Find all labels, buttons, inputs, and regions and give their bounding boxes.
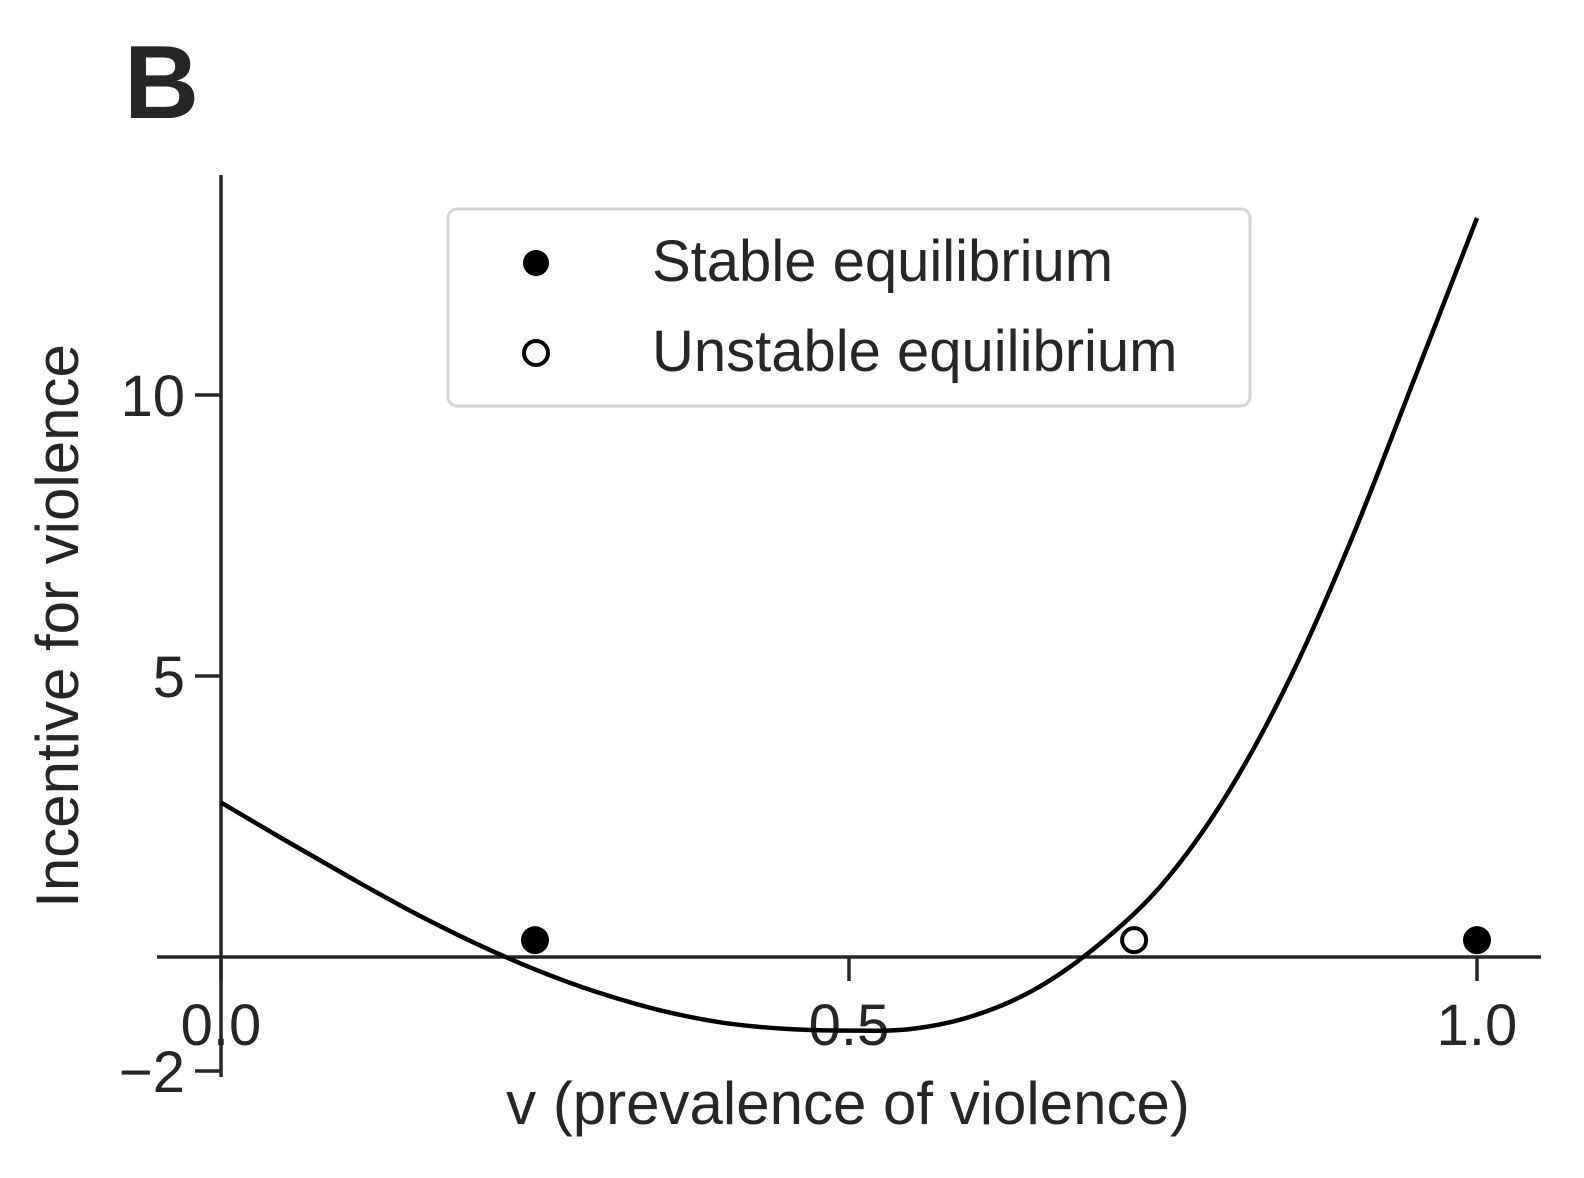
y-tick-label: −2 <box>119 1040 185 1105</box>
incentive-curve <box>219 217 1480 1033</box>
legend-stable-marker <box>523 250 549 276</box>
x-tick-label: 0.0 <box>181 993 262 1058</box>
x-tick-label: 1.0 <box>1437 993 1518 1058</box>
y-tick-label: 10 <box>120 364 185 429</box>
legend-unstable-label: Unstable equilibrium <box>652 319 1177 384</box>
y-tick-label: 5 <box>153 645 185 710</box>
equilibrium-markers <box>521 926 1491 955</box>
unstable-equilibrium-point <box>1120 926 1149 955</box>
legend-box <box>446 207 1252 408</box>
stable-equilibrium-point <box>1463 926 1491 955</box>
legend-stable-label: Stable equilibrium <box>652 229 1113 294</box>
x-tick-label: 0.5 <box>809 993 890 1058</box>
stable-equilibrium-point <box>521 926 549 955</box>
axes: 0.0 0.5 1.0 −2 5 10 <box>119 175 1541 1105</box>
panel-label: B <box>124 25 199 141</box>
x-axis-label: v (prevalence of violence) <box>506 1070 1190 1137</box>
y-axis-label: Incentive for violence <box>24 344 91 908</box>
legend: Stable equilibrium Unstable equilibrium <box>446 207 1252 408</box>
legend-unstable-marker <box>522 339 550 367</box>
